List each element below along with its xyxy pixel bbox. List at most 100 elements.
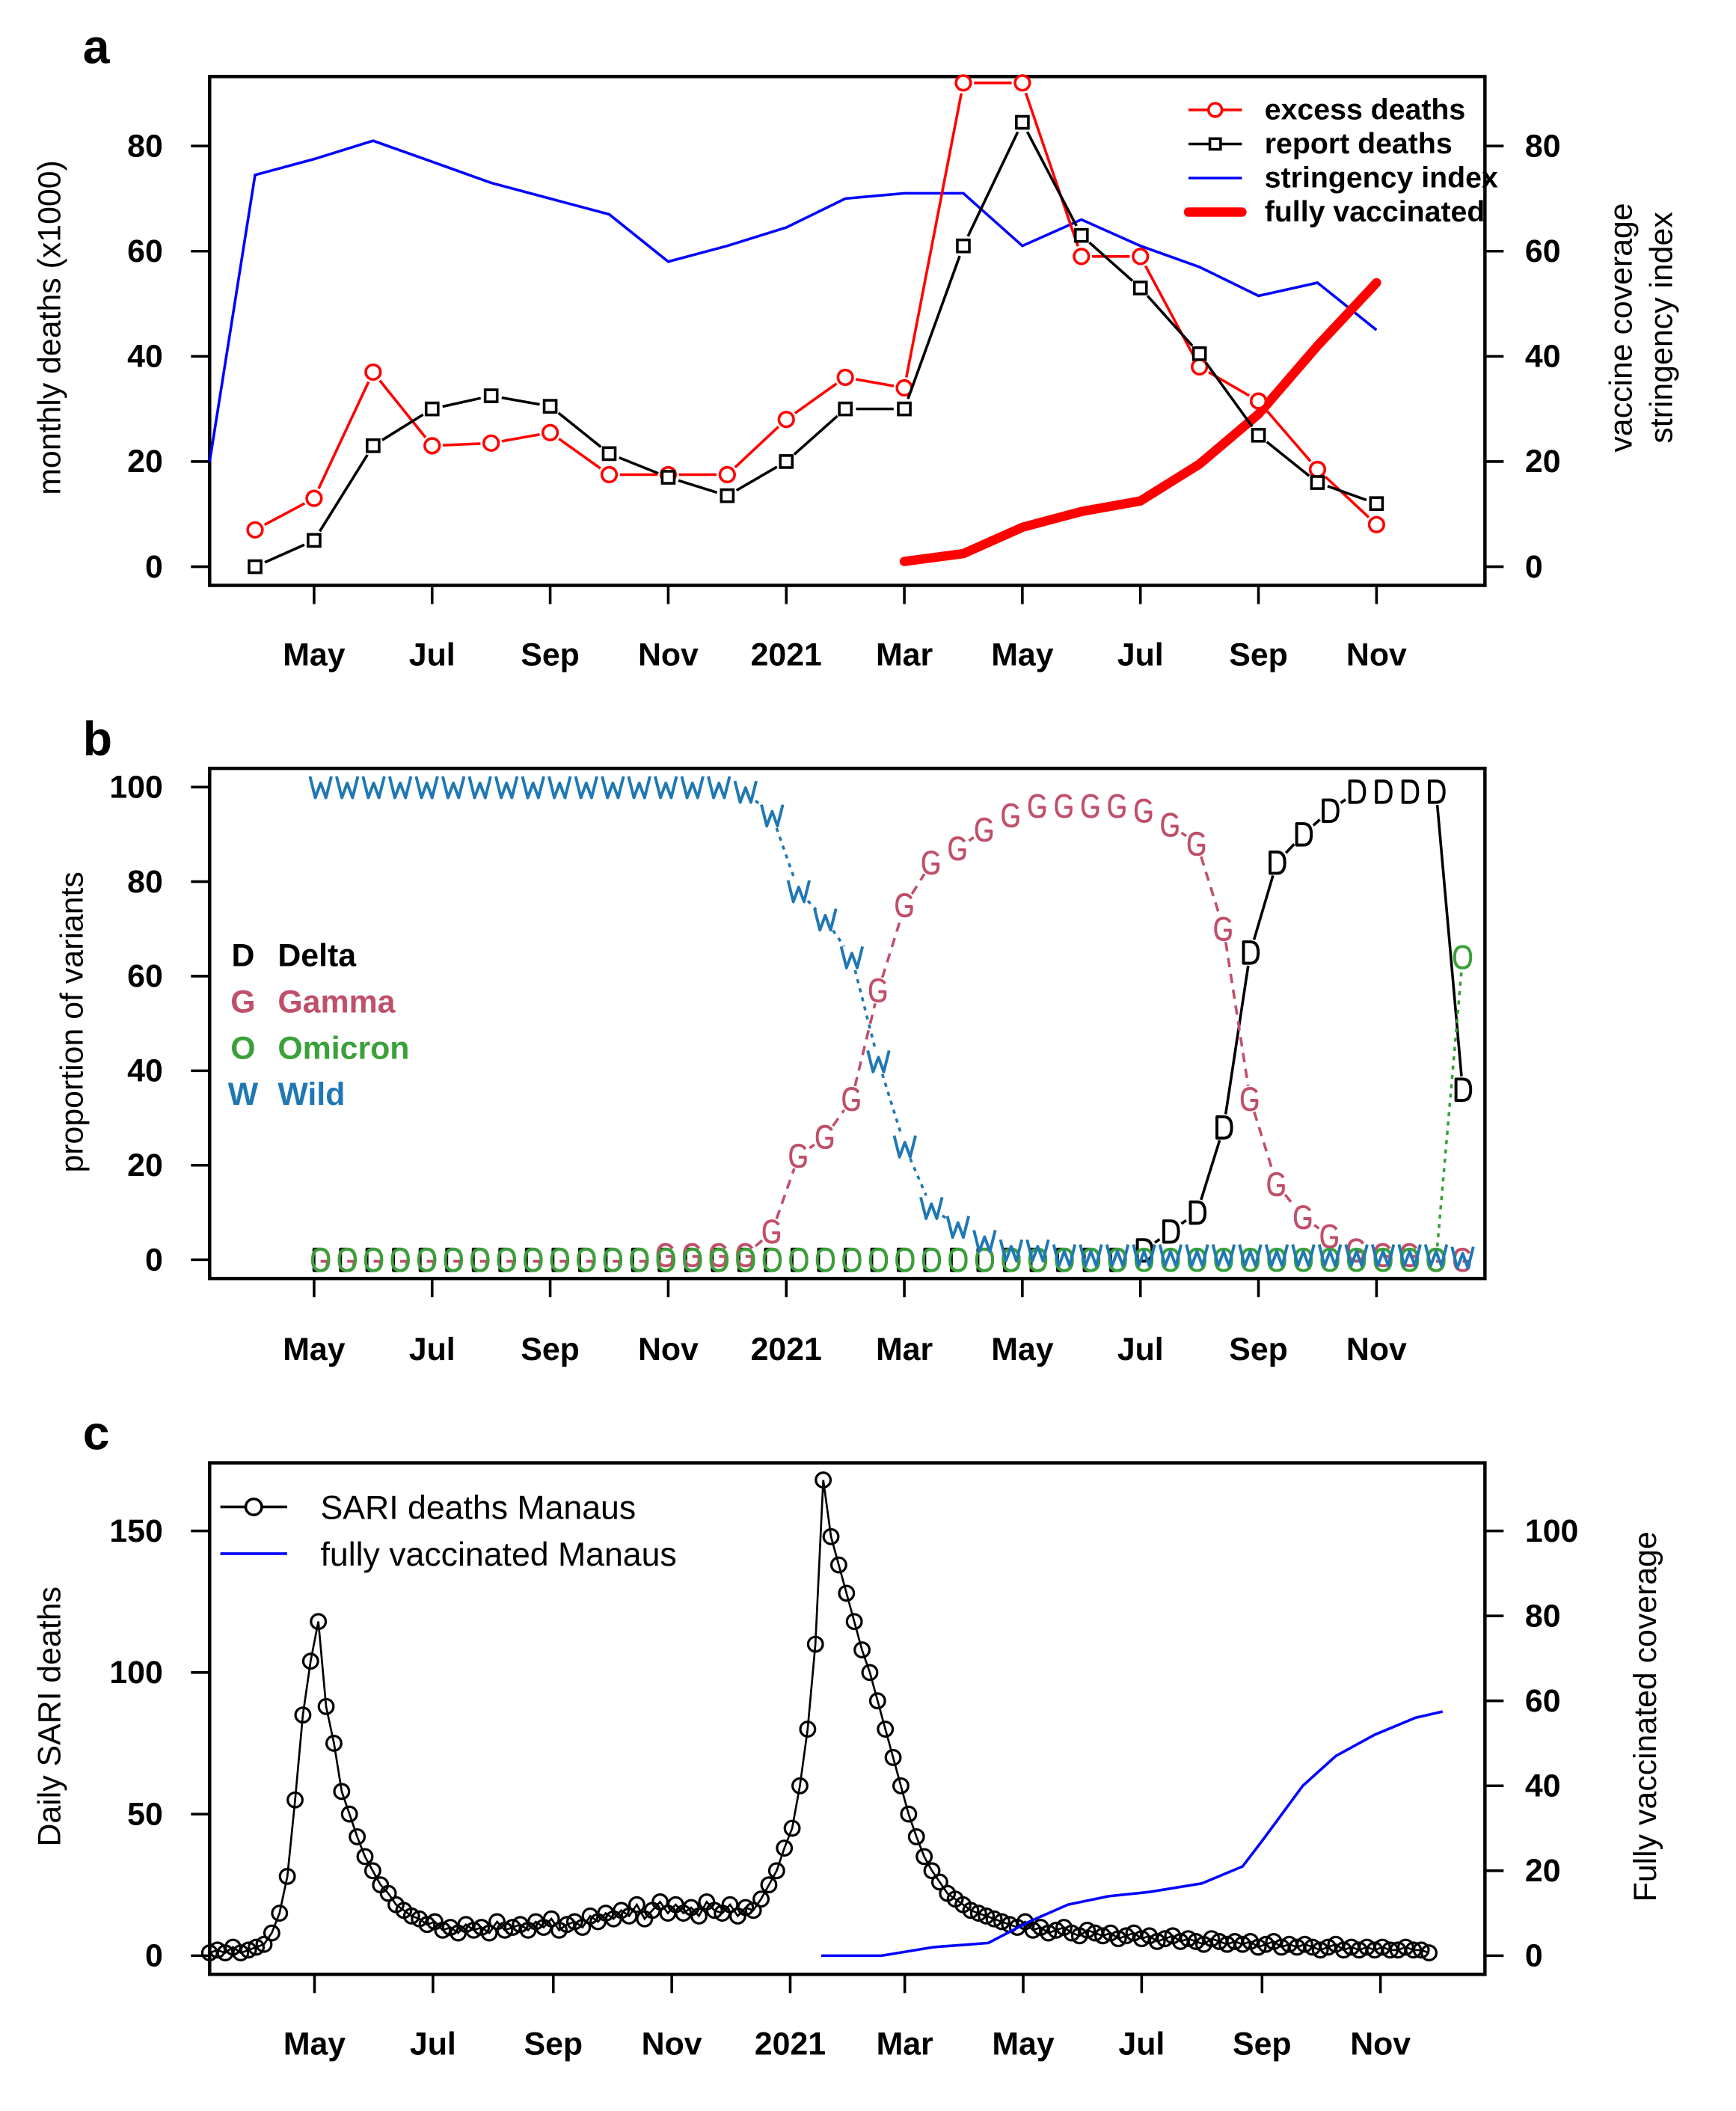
gamma-point-marker-icon	[1055, 794, 1073, 818]
y-right-tick-label: 100	[1525, 1513, 1578, 1549]
sari-deaths-point	[915, 1848, 933, 1866]
legend-circle-icon	[1206, 102, 1224, 118]
sari-deaths-point	[325, 1735, 343, 1752]
excess-deaths-point	[718, 465, 736, 484]
sari-deaths-point	[651, 1893, 669, 1911]
wild-point-marker-icon	[1025, 1239, 1050, 1263]
gamma-segment	[910, 873, 926, 895]
omicron-point-marker-icon	[310, 1247, 331, 1272]
delta-point-marker-icon	[1295, 822, 1313, 847]
sari-deaths-point	[877, 1721, 895, 1738]
y-tick-label: 20	[127, 444, 163, 480]
sari-deaths-point	[930, 1873, 948, 1891]
wild-point-marker-icon	[813, 908, 838, 932]
wild-point-marker-icon	[308, 776, 333, 800]
excess-deaths-point	[1367, 515, 1385, 533]
sari-deaths-point	[760, 1876, 778, 1894]
wild-point-marker-icon	[999, 1239, 1024, 1263]
series-segment	[557, 411, 602, 448]
report-deaths-point	[248, 559, 263, 575]
x-tick-label: Nov	[1346, 1332, 1407, 1367]
sari-deaths-point	[1094, 1927, 1111, 1945]
delta-point-marker-icon	[1269, 850, 1286, 875]
sari-deaths-point	[1063, 1924, 1081, 1942]
omicron-point-marker-icon	[629, 1247, 649, 1272]
wild-point-marker-icon	[387, 776, 413, 800]
y-tick-label: 0	[145, 549, 163, 585]
sari-deaths-point	[1257, 1935, 1275, 1953]
delta-segment	[1340, 798, 1347, 804]
x-tick-label: 2021	[751, 637, 822, 673]
sari-deaths-point	[558, 1916, 576, 1934]
sari-deaths-point	[255, 1935, 273, 1953]
wild-point-marker-icon	[1238, 1244, 1263, 1268]
delta-segment	[1200, 1139, 1221, 1201]
gamma-point-marker-icon	[1134, 798, 1153, 823]
excess-deaths-point	[246, 521, 264, 539]
wild-segment	[806, 899, 818, 911]
sari-deaths-point	[496, 1921, 514, 1939]
delta-point-marker-icon	[1162, 1219, 1180, 1244]
series-segment	[442, 396, 482, 408]
omicron-point-marker-icon	[842, 1247, 862, 1272]
sari-deaths-point	[379, 1884, 397, 1902]
omicron-point-marker-icon	[948, 1247, 968, 1272]
x-tick-label: May	[283, 637, 345, 673]
sari-deaths-point	[333, 1783, 351, 1801]
wild-segment	[853, 969, 877, 1049]
sari-deaths-point	[1132, 1930, 1150, 1948]
wild-point-marker-icon	[1344, 1244, 1369, 1268]
sari-deaths-point	[542, 1910, 560, 1928]
report-deaths-point	[660, 470, 676, 485]
sari-deaths-point	[978, 1907, 996, 1925]
sari-deaths-point	[776, 1839, 794, 1857]
wild-point-marker-icon	[521, 776, 545, 800]
gamma-segment	[832, 1109, 846, 1127]
x-tick-label: Jul	[1117, 1332, 1164, 1367]
x-tick-label: Sep	[521, 637, 580, 673]
excess-deaths-point	[305, 489, 323, 507]
sari-deaths-point	[356, 1848, 374, 1866]
legend-label: stringency index	[1265, 162, 1498, 194]
omicron-point-marker-icon	[762, 1247, 782, 1272]
x-tick-label: Sep	[524, 2026, 583, 2062]
sari-deaths-point	[884, 1748, 902, 1766]
series-segment	[1144, 265, 1196, 358]
x-tick-label: Jul	[1118, 2026, 1165, 2062]
excess-deaths-point	[836, 368, 854, 387]
omicron-point-marker-icon	[364, 1247, 384, 1272]
delta-segment	[1153, 1238, 1161, 1244]
wild-segment	[909, 1158, 927, 1196]
series-segment	[678, 479, 718, 494]
excess-deaths-point	[1013, 74, 1031, 92]
panel-a-plot-frame	[208, 75, 1487, 587]
series-segment	[1088, 241, 1134, 282]
delta-point-marker-icon	[1375, 779, 1393, 804]
wild-point-marker-icon	[786, 880, 812, 904]
delta-segment	[1312, 818, 1321, 827]
sari-deaths-point	[838, 1584, 856, 1602]
panel-b-letter: b	[83, 711, 112, 765]
wild-point-marker-icon	[1132, 1244, 1156, 1268]
omicron-point-marker-icon	[975, 1247, 995, 1272]
sari-deaths-point	[263, 1924, 280, 1942]
omicron-point-marker-icon	[656, 1247, 675, 1272]
series-segment	[558, 438, 601, 470]
x-tick-label: Nov	[638, 1332, 699, 1367]
x-tick-label: Jul	[409, 637, 456, 673]
sari-deaths-point	[822, 1528, 840, 1545]
wild-point-marker-icon	[1052, 1244, 1077, 1268]
legend-label: fully vaccinated	[1265, 195, 1485, 228]
sari-deaths-point	[829, 1556, 847, 1574]
wild-point-marker-icon	[548, 776, 572, 800]
sari-deaths-point	[628, 1896, 645, 1914]
gamma-segment	[968, 836, 975, 842]
sari-deaths-point	[1079, 1921, 1096, 1939]
y-tick-label: 0	[145, 1242, 163, 1278]
legend-symbol: G	[230, 984, 255, 1020]
sari-deaths-point	[364, 1862, 381, 1880]
wild-segment	[775, 827, 796, 879]
gamma-segment	[1180, 831, 1187, 838]
sari-deaths-point	[574, 1919, 592, 1936]
